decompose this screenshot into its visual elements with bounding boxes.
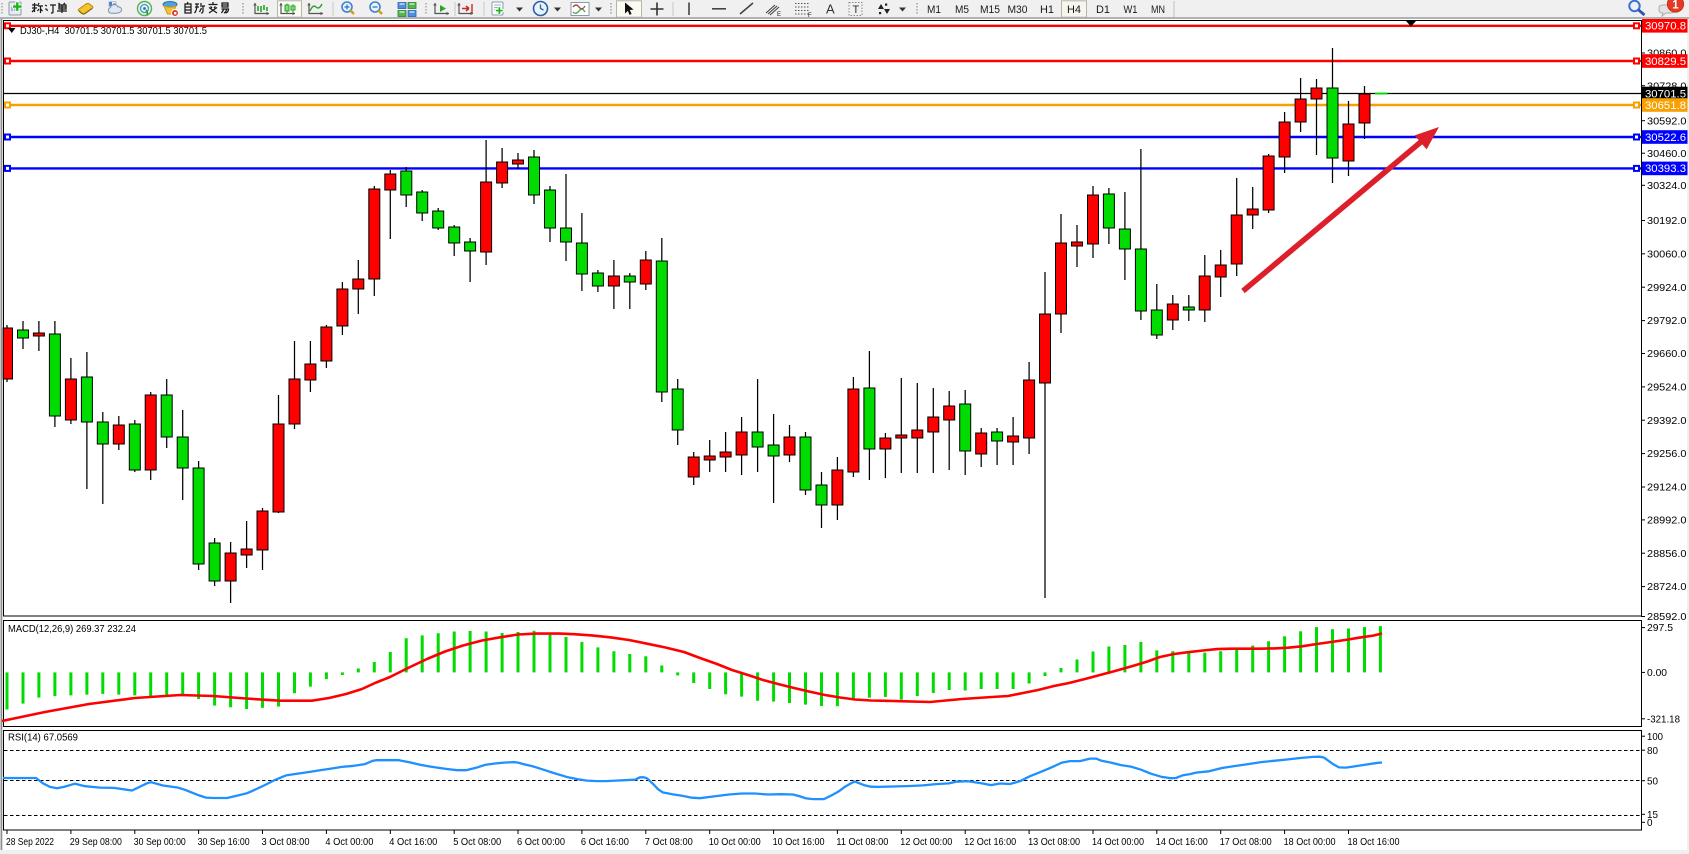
svg-text:RSI(14) 67.0569: RSI(14) 67.0569 bbox=[8, 733, 78, 744]
svg-text:12 Oct 00:00: 12 Oct 00:00 bbox=[900, 837, 952, 848]
svg-text:30 Sep 00:00: 30 Sep 00:00 bbox=[134, 837, 186, 848]
svg-text:28592.0: 28592.0 bbox=[1647, 611, 1687, 623]
svg-text:28992.0: 28992.0 bbox=[1647, 515, 1687, 527]
svg-text:MACD(12,26,9) 269.37 232.24: MACD(12,26,9) 269.37 232.24 bbox=[8, 624, 136, 635]
svg-text:30 Sep 16:00: 30 Sep 16:00 bbox=[198, 837, 250, 848]
svg-text:30651.8: 30651.8 bbox=[1645, 100, 1686, 112]
svg-text:M15: M15 bbox=[980, 4, 1000, 16]
svg-text:11 Oct 08:00: 11 Oct 08:00 bbox=[836, 837, 888, 848]
svg-text:29792.0: 29792.0 bbox=[1647, 315, 1687, 327]
svg-text:14 Oct 16:00: 14 Oct 16:00 bbox=[1156, 837, 1208, 848]
svg-text:29524.0: 29524.0 bbox=[1647, 382, 1687, 394]
svg-text:12 Oct 16:00: 12 Oct 16:00 bbox=[964, 837, 1016, 848]
svg-text:29660.0: 29660.0 bbox=[1647, 348, 1687, 360]
svg-text:28856.0: 28856.0 bbox=[1647, 548, 1687, 560]
svg-text:30060.0: 30060.0 bbox=[1647, 248, 1687, 260]
svg-text:14 Oct 00:00: 14 Oct 00:00 bbox=[1092, 837, 1144, 848]
svg-text:29392.0: 29392.0 bbox=[1647, 415, 1687, 427]
svg-text:29124.0: 29124.0 bbox=[1647, 482, 1687, 494]
svg-text:0: 0 bbox=[1647, 817, 1653, 829]
svg-text:W1: W1 bbox=[1124, 4, 1138, 16]
svg-text:4 Oct 16:00: 4 Oct 16:00 bbox=[389, 837, 437, 848]
svg-text:MN: MN bbox=[1151, 4, 1165, 16]
svg-text:F: F bbox=[808, 13, 812, 19]
svg-text:DJ30-,H4 30701.5 30701.5 3070: DJ30-,H4 30701.5 30701.5 30701.5 30701.5 bbox=[20, 25, 207, 37]
svg-text:30324.0: 30324.0 bbox=[1647, 180, 1687, 192]
svg-text:6 Oct 00:00: 6 Oct 00:00 bbox=[517, 837, 565, 848]
svg-text:10 Oct 16:00: 10 Oct 16:00 bbox=[773, 837, 825, 848]
svg-text:80: 80 bbox=[1647, 745, 1658, 757]
svg-text:6 Oct 16:00: 6 Oct 16:00 bbox=[581, 837, 629, 848]
svg-text:30522.6: 30522.6 bbox=[1645, 132, 1686, 144]
svg-text:50: 50 bbox=[1647, 775, 1658, 787]
svg-text:18 Oct 16:00: 18 Oct 16:00 bbox=[1348, 837, 1400, 848]
svg-text:H1: H1 bbox=[1040, 4, 1054, 16]
svg-text:10 Oct 00:00: 10 Oct 00:00 bbox=[709, 837, 761, 848]
svg-text:7 Oct 08:00: 7 Oct 08:00 bbox=[645, 837, 693, 848]
svg-text:29256.0: 29256.0 bbox=[1647, 448, 1687, 460]
svg-text:100: 100 bbox=[1647, 731, 1663, 743]
svg-text:28 Sep 2022: 28 Sep 2022 bbox=[6, 837, 54, 848]
svg-text:297.5: 297.5 bbox=[1647, 622, 1673, 634]
svg-text:30701.5: 30701.5 bbox=[1645, 88, 1686, 100]
svg-text:30460.0: 30460.0 bbox=[1647, 148, 1687, 160]
svg-text:H4: H4 bbox=[1067, 4, 1081, 16]
svg-text:-321.18: -321.18 bbox=[1647, 713, 1680, 725]
svg-text:29 Sep 08:00: 29 Sep 08:00 bbox=[70, 837, 122, 848]
svg-text:M1: M1 bbox=[927, 4, 941, 16]
svg-text:15: 15 bbox=[1647, 809, 1658, 821]
svg-text:30192.0: 30192.0 bbox=[1647, 215, 1687, 227]
svg-text:30829.5: 30829.5 bbox=[1645, 56, 1686, 68]
svg-text:E: E bbox=[777, 12, 781, 18]
svg-text:4 Oct 00:00: 4 Oct 00:00 bbox=[325, 837, 373, 848]
svg-text:18 Oct 00:00: 18 Oct 00:00 bbox=[1284, 837, 1336, 848]
svg-text:1: 1 bbox=[1672, 0, 1679, 12]
svg-text:29924.0: 29924.0 bbox=[1647, 282, 1687, 294]
svg-text:3 Oct 08:00: 3 Oct 08:00 bbox=[262, 837, 310, 848]
svg-text:30393.3: 30393.3 bbox=[1645, 163, 1686, 175]
svg-text:13 Oct 08:00: 13 Oct 08:00 bbox=[1028, 837, 1080, 848]
svg-text:M30: M30 bbox=[1008, 4, 1028, 16]
svg-text:5 Oct 08:00: 5 Oct 08:00 bbox=[453, 837, 501, 848]
svg-text:28724.0: 28724.0 bbox=[1647, 581, 1687, 593]
svg-text:30592.0: 30592.0 bbox=[1647, 115, 1687, 127]
svg-text:D1: D1 bbox=[1096, 4, 1110, 16]
svg-text:A: A bbox=[826, 2, 835, 17]
svg-text:17 Oct 08:00: 17 Oct 08:00 bbox=[1220, 837, 1272, 848]
svg-text:M5: M5 bbox=[955, 4, 969, 16]
svg-text:30970.8: 30970.8 bbox=[1645, 21, 1686, 33]
svg-text:T: T bbox=[853, 4, 860, 16]
svg-text:0.00: 0.00 bbox=[1647, 667, 1667, 679]
